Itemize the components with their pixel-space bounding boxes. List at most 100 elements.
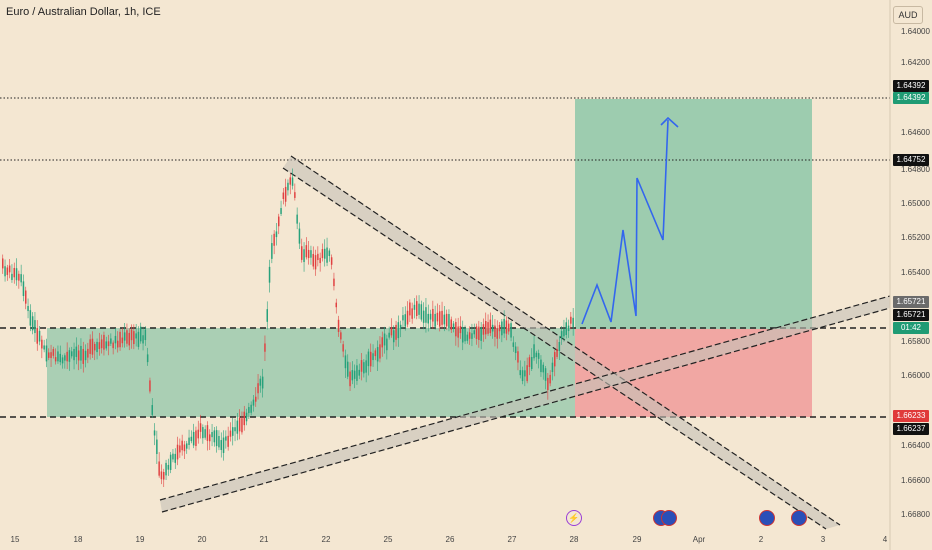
candle-body bbox=[192, 431, 195, 446]
candle-body bbox=[91, 338, 94, 355]
candle-body bbox=[181, 440, 183, 451]
candle-body bbox=[524, 370, 526, 377]
candle-body bbox=[471, 333, 473, 339]
candle-body bbox=[531, 357, 533, 369]
candle-body bbox=[195, 430, 197, 447]
candle-body bbox=[312, 253, 314, 267]
candle-body bbox=[305, 245, 308, 258]
price-tick: 1.65200 bbox=[901, 233, 930, 242]
candle-body bbox=[52, 349, 55, 356]
candle-body bbox=[238, 417, 241, 432]
candle-body bbox=[282, 192, 285, 199]
candle-body bbox=[103, 334, 105, 350]
candle-body bbox=[512, 342, 515, 347]
candle-body bbox=[197, 429, 199, 439]
stop-price-tag: 1.66233 bbox=[893, 410, 929, 422]
candle-body bbox=[204, 429, 206, 438]
candle-body bbox=[220, 440, 222, 450]
candle-body bbox=[452, 323, 455, 329]
candle-body bbox=[473, 330, 475, 335]
candle-body bbox=[291, 177, 294, 186]
candle-body bbox=[11, 273, 13, 280]
date-tick: 18 bbox=[73, 535, 83, 544]
candle-body bbox=[165, 462, 167, 476]
date-tick: 2 bbox=[758, 535, 764, 544]
candle-body bbox=[284, 186, 287, 202]
candle-body bbox=[416, 301, 418, 316]
candle-body bbox=[508, 323, 510, 332]
candle-body bbox=[213, 430, 216, 443]
flag-event-icon[interactable] bbox=[791, 510, 807, 526]
date-tick: Apr bbox=[692, 535, 706, 544]
candle-body bbox=[301, 246, 303, 260]
candle-body bbox=[13, 267, 15, 278]
candle-body bbox=[397, 322, 400, 339]
lightning-event-icon[interactable]: ⚡ bbox=[566, 510, 582, 526]
candle-body bbox=[337, 319, 340, 332]
candle-body bbox=[225, 436, 227, 441]
candle-body bbox=[135, 333, 137, 339]
candle-body bbox=[303, 249, 305, 263]
candle-body bbox=[273, 233, 275, 246]
candle-body bbox=[533, 344, 535, 359]
candle-body bbox=[310, 250, 312, 258]
candle-body bbox=[34, 320, 36, 334]
candle-body bbox=[117, 340, 119, 348]
candle-body bbox=[445, 313, 448, 327]
candle-countdown-tag: 01:42 bbox=[893, 322, 929, 334]
candle-body bbox=[287, 182, 289, 191]
candle-body bbox=[75, 346, 78, 357]
candle-body bbox=[266, 309, 268, 322]
candle-body bbox=[501, 321, 503, 336]
candle-body bbox=[503, 318, 505, 334]
candle-body bbox=[89, 339, 91, 354]
symbol-title[interactable]: Euro / Australian Dollar, 1h, ICE bbox=[6, 6, 161, 18]
candle-body bbox=[556, 348, 558, 357]
candle-body bbox=[572, 317, 574, 328]
candle-body bbox=[422, 310, 425, 323]
candle-body bbox=[100, 339, 103, 349]
candle-body bbox=[482, 324, 485, 335]
candle-body bbox=[404, 314, 406, 327]
candle-body bbox=[425, 307, 427, 323]
date-tick: 22 bbox=[321, 535, 331, 544]
candle-body bbox=[261, 376, 264, 389]
candle-body bbox=[133, 331, 135, 345]
candle-body bbox=[399, 324, 402, 330]
candle-body bbox=[374, 350, 377, 357]
price-tick: 1.65800 bbox=[901, 337, 930, 346]
price-tick: 1.64200 bbox=[901, 58, 930, 67]
candle-body bbox=[20, 274, 22, 283]
date-tick: 26 bbox=[445, 535, 455, 544]
candle-body bbox=[84, 350, 87, 361]
candle-body bbox=[505, 320, 508, 334]
candle-body bbox=[2, 258, 4, 269]
candle-body bbox=[50, 352, 52, 359]
candle-body bbox=[250, 404, 252, 413]
candle-body bbox=[335, 302, 337, 308]
flag-event-icon[interactable] bbox=[661, 510, 677, 526]
candle-body bbox=[317, 253, 319, 261]
candle-body bbox=[443, 314, 446, 325]
candle-body bbox=[356, 365, 358, 381]
currency-button[interactable]: AUD bbox=[893, 6, 923, 24]
candle-body bbox=[427, 313, 429, 324]
date-tick: 21 bbox=[259, 535, 269, 544]
candle-body bbox=[183, 444, 186, 452]
candle-body bbox=[349, 371, 351, 387]
flag-event-icon[interactable] bbox=[759, 510, 775, 526]
candle-body bbox=[294, 192, 296, 198]
date-tick: 28 bbox=[569, 535, 579, 544]
candle-body bbox=[153, 430, 156, 436]
date-tick: 4 bbox=[882, 535, 888, 544]
candle-body bbox=[25, 290, 27, 304]
candle-body bbox=[563, 329, 565, 337]
candle-body bbox=[363, 362, 365, 374]
candle-body bbox=[411, 308, 413, 319]
date-tick: 29 bbox=[632, 535, 642, 544]
candle-body bbox=[521, 370, 524, 382]
candle-body bbox=[475, 326, 478, 339]
candle-body bbox=[393, 330, 395, 343]
candle-body bbox=[202, 427, 204, 439]
